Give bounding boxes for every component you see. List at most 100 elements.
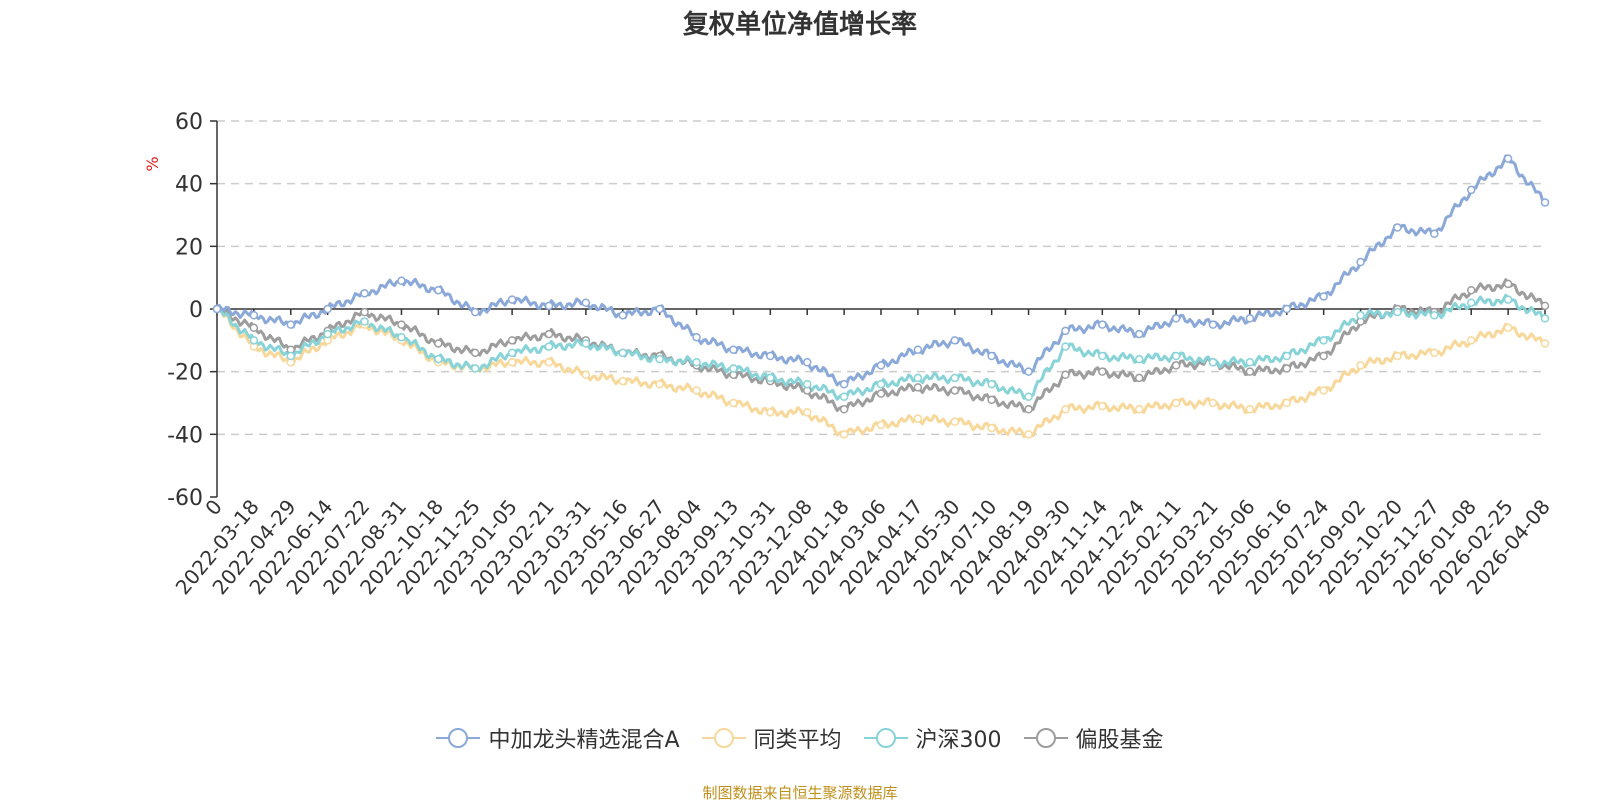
- data-point[interactable]: [1061, 370, 1070, 380]
- data-point[interactable]: [839, 430, 849, 439]
- data-point[interactable]: [1208, 320, 1218, 329]
- data-point[interactable]: [1061, 342, 1070, 351]
- data-point[interactable]: [950, 386, 960, 395]
- data-point[interactable]: [1098, 401, 1107, 411]
- data-point[interactable]: [1024, 405, 1033, 414]
- data-point[interactable]: [1171, 398, 1181, 408]
- data-point[interactable]: [212, 304, 222, 314]
- data-point[interactable]: [1134, 373, 1144, 383]
- data-point[interactable]: [876, 389, 886, 398]
- data-point[interactable]: [876, 420, 886, 430]
- data-point[interactable]: [987, 351, 996, 361]
- data-point[interactable]: [692, 358, 701, 367]
- data-point[interactable]: [1503, 323, 1513, 333]
- data-point[interactable]: [655, 379, 664, 389]
- data-point[interactable]: [1024, 367, 1033, 376]
- data-point[interactable]: [618, 376, 628, 386]
- data-point[interactable]: [286, 320, 296, 329]
- data-point[interactable]: [470, 348, 480, 358]
- data-point[interactable]: [360, 317, 369, 326]
- data-point[interactable]: [1540, 301, 1550, 311]
- data-point[interactable]: [1171, 351, 1181, 361]
- data-point[interactable]: [397, 320, 406, 329]
- data-point[interactable]: [434, 285, 443, 295]
- data-point[interactable]: [1134, 329, 1144, 339]
- data-point[interactable]: [950, 336, 960, 345]
- data-point[interactable]: [1171, 314, 1181, 323]
- data-point[interactable]: [913, 414, 923, 423]
- data-point[interactable]: [544, 342, 554, 351]
- data-point[interactable]: [839, 405, 849, 414]
- data-point[interactable]: [655, 354, 664, 364]
- data-point[interactable]: [729, 364, 738, 373]
- data-point[interactable]: [618, 348, 628, 358]
- data-point[interactable]: [913, 383, 923, 392]
- data-point[interactable]: [1282, 351, 1292, 361]
- data-point[interactable]: [434, 354, 443, 364]
- data-point[interactable]: [1245, 314, 1255, 323]
- data-point[interactable]: [544, 329, 554, 339]
- data-point[interactable]: [1134, 354, 1144, 364]
- data-point[interactable]: [987, 395, 996, 405]
- data-point[interactable]: [1208, 398, 1218, 408]
- data-point[interactable]: [1430, 348, 1439, 358]
- data-point[interactable]: [1061, 326, 1070, 336]
- data-point[interactable]: [1245, 405, 1255, 414]
- data-point[interactable]: [876, 361, 886, 370]
- legend-item-0[interactable]: 中加龙头精选混合A: [436, 722, 680, 754]
- data-point[interactable]: [1503, 279, 1513, 289]
- data-point[interactable]: [766, 373, 775, 383]
- data-point[interactable]: [729, 398, 738, 408]
- legend-item-2[interactable]: 沪深300: [863, 722, 1002, 754]
- legend-item-1[interactable]: 同类平均: [701, 722, 842, 754]
- data-point[interactable]: [1024, 430, 1033, 439]
- data-point[interactable]: [950, 373, 960, 383]
- data-point[interactable]: [1430, 229, 1439, 239]
- data-point[interactable]: [286, 351, 296, 361]
- data-point[interactable]: [1466, 298, 1476, 307]
- data-point[interactable]: [913, 345, 923, 354]
- data-point[interactable]: [434, 339, 443, 348]
- data-point[interactable]: [544, 301, 554, 311]
- data-point[interactable]: [1245, 358, 1255, 367]
- data-point[interactable]: [507, 348, 517, 358]
- data-point[interactable]: [950, 417, 960, 427]
- data-point[interactable]: [1098, 367, 1107, 376]
- data-point[interactable]: [1134, 405, 1144, 414]
- data-point[interactable]: [1503, 295, 1513, 304]
- data-point[interactable]: [802, 408, 812, 417]
- data-point[interactable]: [913, 373, 923, 383]
- data-point[interactable]: [581, 370, 591, 380]
- data-point[interactable]: [1282, 398, 1292, 408]
- data-point[interactable]: [1356, 257, 1365, 267]
- data-point[interactable]: [581, 339, 591, 348]
- data-point[interactable]: [1540, 198, 1550, 207]
- data-point[interactable]: [1319, 351, 1328, 361]
- data-point[interactable]: [507, 358, 517, 367]
- data-point[interactable]: [1024, 392, 1033, 401]
- data-point[interactable]: [360, 289, 369, 298]
- data-point[interactable]: [1319, 336, 1328, 345]
- data-point[interactable]: [1319, 292, 1328, 301]
- data-point[interactable]: [987, 379, 996, 389]
- data-point[interactable]: [1171, 361, 1181, 370]
- data-point[interactable]: [249, 311, 259, 320]
- data-point[interactable]: [1208, 358, 1218, 367]
- data-point[interactable]: [544, 358, 554, 367]
- data-point[interactable]: [1061, 405, 1070, 414]
- data-point[interactable]: [249, 323, 259, 333]
- data-point[interactable]: [876, 379, 886, 389]
- data-point[interactable]: [470, 307, 480, 317]
- data-point[interactable]: [692, 386, 701, 395]
- data-point[interactable]: [470, 364, 480, 373]
- data-point[interactable]: [655, 304, 664, 314]
- data-point[interactable]: [766, 351, 775, 361]
- data-point[interactable]: [1466, 336, 1476, 345]
- legend-item-3[interactable]: 偏股基金: [1023, 722, 1164, 754]
- data-point[interactable]: [729, 345, 738, 354]
- data-point[interactable]: [1393, 351, 1402, 361]
- data-point[interactable]: [987, 423, 996, 433]
- data-point[interactable]: [397, 332, 406, 342]
- data-point[interactable]: [1098, 351, 1107, 361]
- data-point[interactable]: [323, 304, 332, 314]
